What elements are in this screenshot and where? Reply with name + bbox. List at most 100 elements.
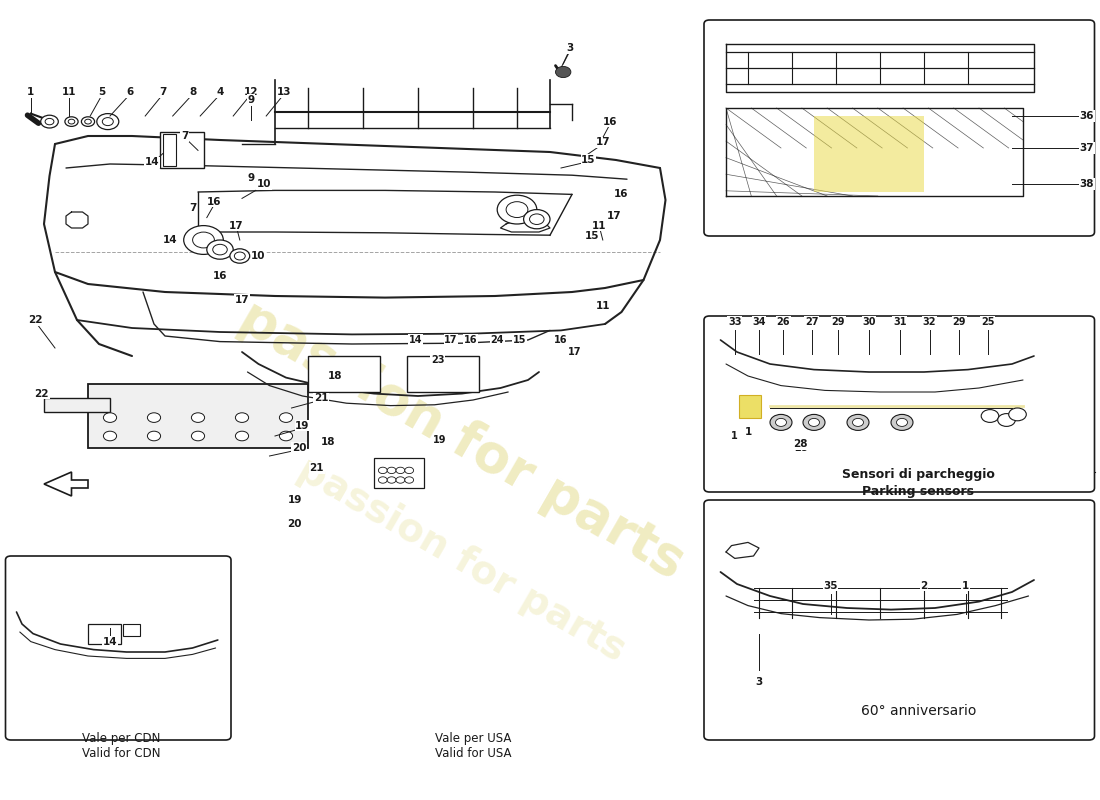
Circle shape: [97, 114, 119, 130]
Circle shape: [103, 413, 117, 422]
Text: 3: 3: [756, 677, 762, 686]
Text: passion for parts: passion for parts: [292, 450, 632, 670]
Text: 10: 10: [256, 179, 272, 189]
Circle shape: [524, 210, 550, 229]
FancyBboxPatch shape: [160, 132, 204, 168]
Text: 5: 5: [99, 87, 106, 97]
Circle shape: [207, 240, 233, 259]
Circle shape: [396, 467, 405, 474]
Text: 33: 33: [728, 317, 741, 326]
Circle shape: [556, 66, 571, 78]
FancyBboxPatch shape: [704, 316, 1094, 492]
Text: 10: 10: [251, 251, 266, 261]
Circle shape: [235, 413, 249, 422]
Circle shape: [396, 477, 405, 483]
Circle shape: [1009, 408, 1026, 421]
Text: 2: 2: [921, 581, 927, 590]
Circle shape: [378, 467, 387, 474]
Text: 7: 7: [160, 87, 166, 97]
Text: 28: 28: [793, 439, 808, 449]
Text: 30: 30: [862, 317, 876, 326]
Text: 36: 36: [1079, 111, 1094, 121]
Text: 26: 26: [777, 317, 790, 326]
FancyBboxPatch shape: [88, 624, 121, 644]
Text: 6: 6: [126, 87, 133, 97]
Text: 14: 14: [409, 335, 422, 345]
Text: 17: 17: [229, 221, 244, 230]
Text: 29: 29: [832, 317, 845, 326]
Text: Vale per CDN
Valid for CDN: Vale per CDN Valid for CDN: [81, 732, 161, 760]
FancyBboxPatch shape: [374, 458, 424, 488]
Text: 17: 17: [595, 138, 610, 147]
Text: 22: 22: [28, 315, 43, 325]
Text: 14: 14: [163, 235, 178, 245]
Text: 38: 38: [1079, 179, 1094, 189]
Circle shape: [776, 418, 786, 426]
Text: 22: 22: [34, 389, 50, 398]
Text: 1: 1: [962, 581, 969, 590]
FancyBboxPatch shape: [88, 384, 308, 448]
FancyBboxPatch shape: [407, 356, 478, 392]
Text: 18: 18: [320, 437, 336, 446]
Circle shape: [770, 414, 792, 430]
Text: 1: 1: [732, 431, 738, 441]
Text: 11: 11: [595, 301, 610, 310]
Circle shape: [387, 467, 396, 474]
Text: 15: 15: [581, 155, 596, 165]
Text: Vale per USA
Valid for USA: Vale per USA Valid for USA: [434, 732, 512, 760]
FancyBboxPatch shape: [231, 300, 704, 564]
Text: 19: 19: [433, 435, 447, 445]
Circle shape: [41, 115, 58, 128]
Text: 13: 13: [276, 87, 292, 97]
Circle shape: [103, 431, 117, 441]
Circle shape: [981, 410, 999, 422]
Text: 15: 15: [513, 335, 526, 345]
Text: Sensori di parcheggio
Parking sensors: Sensori di parcheggio Parking sensors: [843, 468, 994, 498]
Text: 16: 16: [603, 117, 618, 126]
Text: 1: 1: [745, 427, 751, 437]
Text: 11: 11: [62, 87, 77, 97]
Circle shape: [147, 431, 161, 441]
FancyBboxPatch shape: [308, 356, 380, 392]
Circle shape: [405, 477, 414, 483]
Text: 60° anniversario: 60° anniversario: [861, 704, 976, 718]
FancyBboxPatch shape: [704, 500, 1094, 740]
Circle shape: [279, 413, 293, 422]
Text: 16: 16: [554, 335, 568, 345]
Text: 28: 28: [794, 443, 807, 453]
Circle shape: [808, 418, 820, 426]
Text: 37: 37: [1079, 143, 1094, 153]
FancyBboxPatch shape: [739, 395, 761, 418]
Text: 12: 12: [243, 87, 258, 97]
Text: 19: 19: [295, 421, 310, 430]
Text: 21: 21: [309, 463, 324, 473]
Circle shape: [65, 117, 78, 126]
Text: 17: 17: [444, 335, 458, 345]
Circle shape: [147, 413, 161, 422]
Circle shape: [847, 414, 869, 430]
FancyBboxPatch shape: [123, 624, 140, 636]
Circle shape: [235, 431, 249, 441]
Text: 24: 24: [491, 335, 504, 345]
Circle shape: [230, 249, 250, 263]
Circle shape: [896, 418, 907, 426]
Circle shape: [81, 117, 95, 126]
Text: 3: 3: [566, 43, 573, 53]
Text: 17: 17: [568, 347, 581, 357]
Text: 7: 7: [182, 131, 188, 141]
Text: 27: 27: [805, 317, 818, 326]
Text: 35: 35: [823, 581, 838, 590]
Text: 16: 16: [614, 189, 629, 198]
Text: 16: 16: [207, 197, 222, 206]
Circle shape: [803, 414, 825, 430]
Circle shape: [852, 418, 864, 426]
Text: 14: 14: [102, 637, 118, 646]
Text: 1: 1: [28, 87, 34, 97]
Text: 9: 9: [248, 95, 254, 105]
Circle shape: [378, 477, 387, 483]
Text: 17: 17: [606, 211, 621, 221]
Text: 3: 3: [566, 43, 573, 53]
FancyBboxPatch shape: [6, 556, 231, 740]
FancyBboxPatch shape: [704, 20, 1094, 236]
Text: 7: 7: [189, 203, 196, 213]
